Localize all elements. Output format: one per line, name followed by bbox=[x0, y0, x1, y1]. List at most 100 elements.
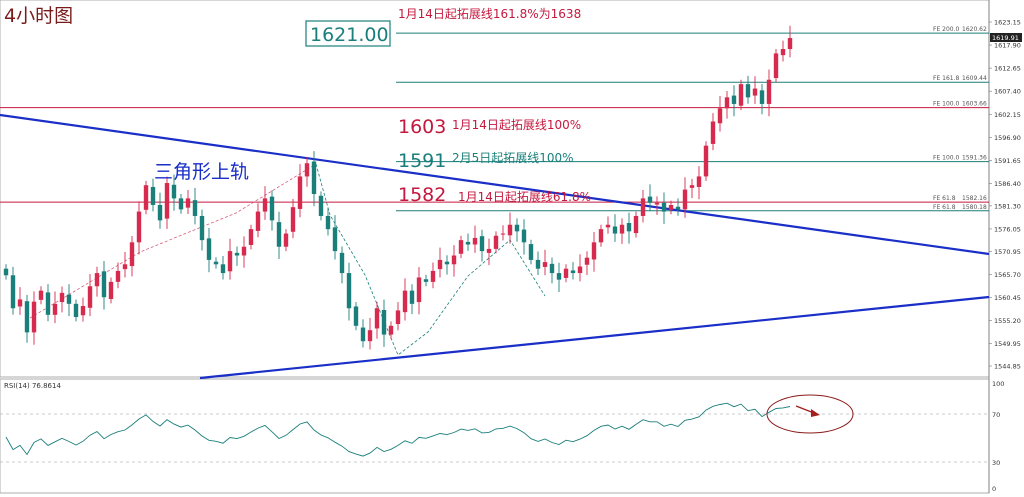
rsi-highlight-ellipse bbox=[766, 394, 854, 434]
candle-body bbox=[661, 202, 667, 212]
candle-body bbox=[3, 268, 9, 276]
candle-body bbox=[346, 273, 352, 309]
fib-value-label: 1603.66 bbox=[962, 101, 987, 108]
price-tick-label: 1607.40 bbox=[994, 88, 1021, 96]
candle-body bbox=[458, 240, 464, 254]
candle-body bbox=[598, 229, 604, 243]
candle-body bbox=[430, 270, 436, 282]
candle-body bbox=[38, 290, 44, 300]
rsi-label: RSI(14) 76.8614 bbox=[4, 382, 61, 390]
fib-level-label: FE 61.8 bbox=[933, 195, 956, 202]
candle-body bbox=[416, 277, 422, 303]
candle-body bbox=[745, 84, 751, 98]
candle-body bbox=[276, 222, 282, 247]
candle-body bbox=[150, 186, 156, 205]
candle-body bbox=[17, 299, 23, 307]
candle-body bbox=[332, 227, 338, 252]
candle-body bbox=[304, 163, 310, 177]
price-tick-label: 1602.15 bbox=[994, 111, 1021, 119]
current-price-tag bbox=[990, 33, 1022, 42]
candle-body bbox=[311, 161, 317, 194]
candle-body bbox=[164, 183, 170, 219]
candlestick-series bbox=[3, 25, 793, 350]
rsi-tick-30: 30 bbox=[992, 459, 1000, 467]
candle-body bbox=[24, 301, 30, 333]
candle-body bbox=[703, 145, 709, 177]
candle-body bbox=[689, 185, 695, 188]
label-1582-text: 1月14日起拓展线61.8% bbox=[458, 190, 591, 204]
candle-body bbox=[66, 294, 72, 304]
candle-body bbox=[94, 273, 100, 287]
candle-body bbox=[87, 286, 93, 308]
candle-body bbox=[619, 224, 625, 234]
candle-body bbox=[437, 259, 443, 270]
swing-dashed-red bbox=[29, 163, 317, 319]
candle-body bbox=[780, 49, 786, 56]
candle-body bbox=[241, 246, 247, 256]
candle-body bbox=[360, 327, 366, 342]
main-plot-frame bbox=[0, 0, 990, 378]
candle-body bbox=[451, 255, 457, 265]
candle-body bbox=[787, 38, 793, 50]
candle-body bbox=[178, 198, 184, 210]
candle-body bbox=[73, 303, 79, 318]
candle-body bbox=[535, 259, 541, 269]
candle-body bbox=[388, 325, 394, 335]
fib-level-label: FE 100.0 bbox=[933, 101, 960, 108]
candle-body bbox=[752, 88, 758, 96]
candle-body bbox=[381, 309, 387, 335]
candle-body bbox=[605, 224, 611, 228]
price-tick-label: 1544.85 bbox=[994, 363, 1021, 371]
candle-body bbox=[283, 233, 289, 247]
candle-body bbox=[542, 262, 548, 267]
candle-body bbox=[129, 242, 135, 267]
candle-body bbox=[409, 290, 415, 304]
candle-body bbox=[318, 195, 324, 216]
label-1591-price: 1591 bbox=[398, 150, 446, 172]
candle-body bbox=[514, 224, 520, 232]
price-tick-label: 1570.95 bbox=[994, 248, 1021, 256]
candle-body bbox=[717, 108, 723, 124]
candle-body bbox=[528, 244, 534, 260]
candle-body bbox=[521, 229, 527, 243]
rsi-tick-0: 0 bbox=[992, 485, 996, 493]
candle-body bbox=[353, 306, 359, 326]
candle-body bbox=[206, 238, 212, 260]
fib-level-label: FE 161.8 bbox=[933, 75, 960, 82]
candle-body bbox=[213, 261, 219, 265]
candle-body bbox=[486, 248, 492, 253]
candle-body bbox=[766, 79, 772, 104]
rsi-line bbox=[5, 402, 791, 457]
swing-dashed-teal bbox=[315, 163, 546, 356]
label-1603-text: 1月14日起拓展线100% bbox=[452, 118, 581, 132]
candle-body bbox=[122, 264, 128, 270]
candle-body bbox=[738, 84, 744, 106]
label-1582-price: 1582 bbox=[398, 184, 446, 206]
candle-body bbox=[584, 257, 590, 265]
candle-body bbox=[367, 330, 373, 342]
fib-value-label: 1591.36 bbox=[962, 155, 987, 162]
candle-body bbox=[269, 196, 275, 221]
candle-body bbox=[108, 281, 114, 300]
candle-body bbox=[640, 198, 646, 216]
price-tick-label: 1586.40 bbox=[994, 180, 1021, 188]
candle-body bbox=[500, 233, 506, 235]
candle-body bbox=[444, 261, 450, 265]
candle-body bbox=[248, 229, 254, 245]
candle-body bbox=[591, 242, 597, 260]
fib-level-label: FE 100.0 bbox=[933, 155, 960, 162]
price-tick-label: 1560.45 bbox=[994, 294, 1021, 302]
rsi-arrow-head bbox=[811, 409, 820, 417]
candle-body bbox=[136, 211, 142, 243]
candle-body bbox=[577, 266, 583, 274]
candle-body bbox=[255, 211, 261, 231]
fib-value-label: 1580.18 bbox=[962, 204, 987, 211]
candle-body bbox=[395, 310, 401, 325]
candle-body bbox=[626, 222, 632, 232]
label-1603-price: 1603 bbox=[398, 116, 446, 138]
fib-value-label: 1620.62 bbox=[962, 26, 987, 33]
candle-body bbox=[80, 306, 86, 316]
candle-body bbox=[668, 204, 674, 210]
candle-body bbox=[549, 263, 555, 274]
rsi-tick-70: 70 bbox=[992, 411, 1000, 419]
